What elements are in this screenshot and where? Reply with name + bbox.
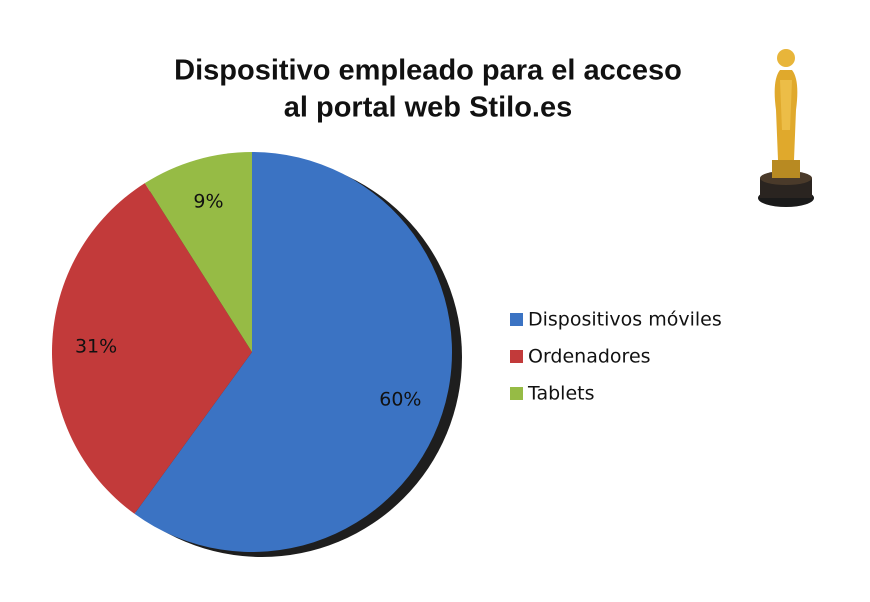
legend-label: Tablets xyxy=(527,383,594,405)
chart-title: al portal web Stilo.es xyxy=(284,92,572,124)
legend-swatch xyxy=(510,387,523,400)
data-label: 60% xyxy=(379,389,421,411)
legend-swatch xyxy=(510,313,523,326)
chart-title: Dispositivo empleado para el acceso xyxy=(174,55,682,87)
data-label: 31% xyxy=(75,336,117,358)
data-label: 9% xyxy=(193,191,223,213)
legend-label: Dispositivos móviles xyxy=(528,309,722,331)
legend-swatch xyxy=(510,350,523,363)
chart: Dispositivo empleado para el acceso al p… xyxy=(0,0,870,602)
legend-label: Ordenadores xyxy=(528,346,651,368)
